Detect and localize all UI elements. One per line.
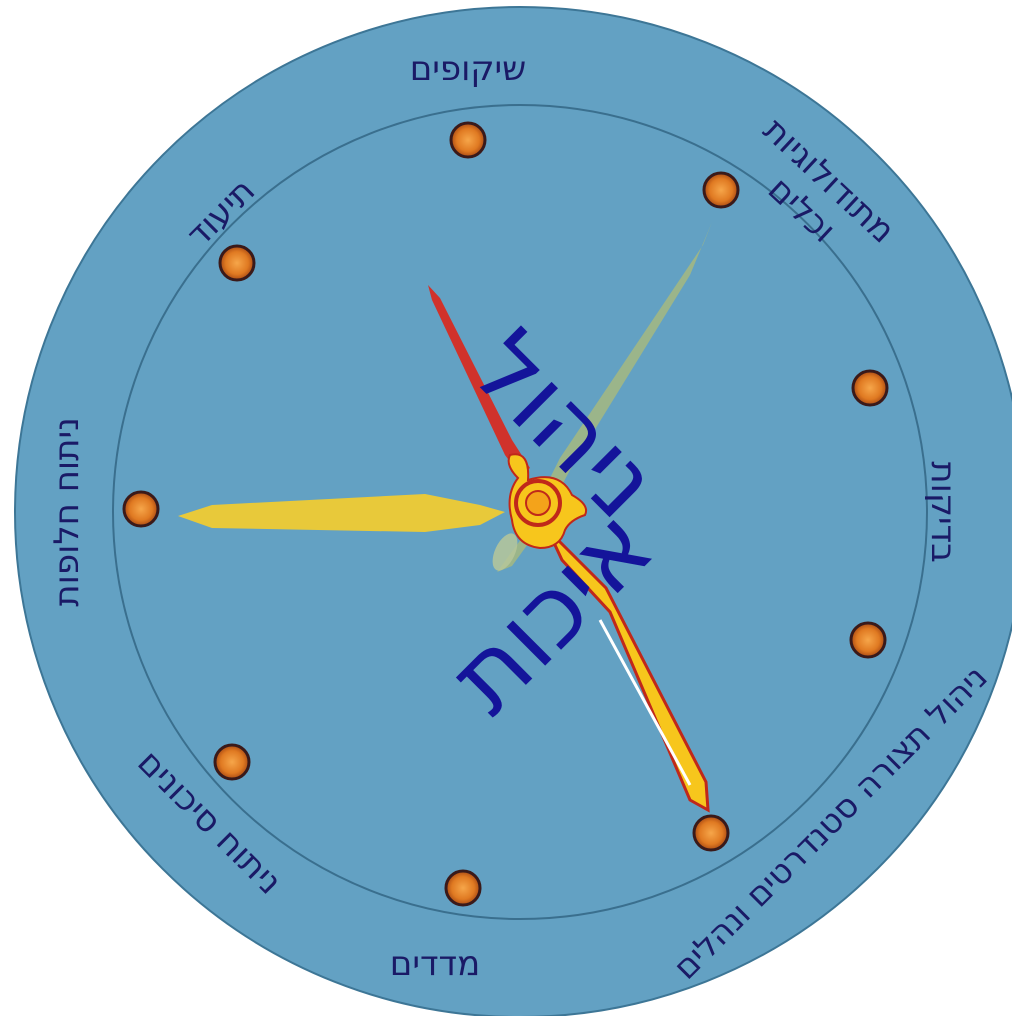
marker-documentation (218, 244, 256, 282)
label-reviews: שיקופים (410, 49, 526, 89)
hand-gold-highlight (598, 619, 692, 786)
marker-standards (692, 814, 730, 852)
hand-gold (546, 528, 710, 813)
dial-inner-ring (112, 104, 928, 920)
label-metrics: מדדים (390, 944, 480, 984)
compass-hands (178, 222, 712, 813)
hand-red (428, 285, 530, 475)
marker-configuration (849, 621, 887, 659)
label-testing: בדיקות (923, 461, 963, 563)
marker-alternatives (122, 490, 160, 528)
markers (122, 121, 889, 907)
marker-testing (851, 369, 889, 407)
hub-shadow (492, 533, 518, 571)
hand-yellow-left (178, 494, 505, 532)
marker-reviews (449, 121, 487, 159)
hub-core (525, 490, 551, 516)
marker-methodologies (702, 171, 740, 209)
marker-metrics (444, 869, 482, 907)
marker-risk (213, 743, 251, 781)
label-alternatives-analysis: ניתוח חלופות (47, 417, 87, 607)
